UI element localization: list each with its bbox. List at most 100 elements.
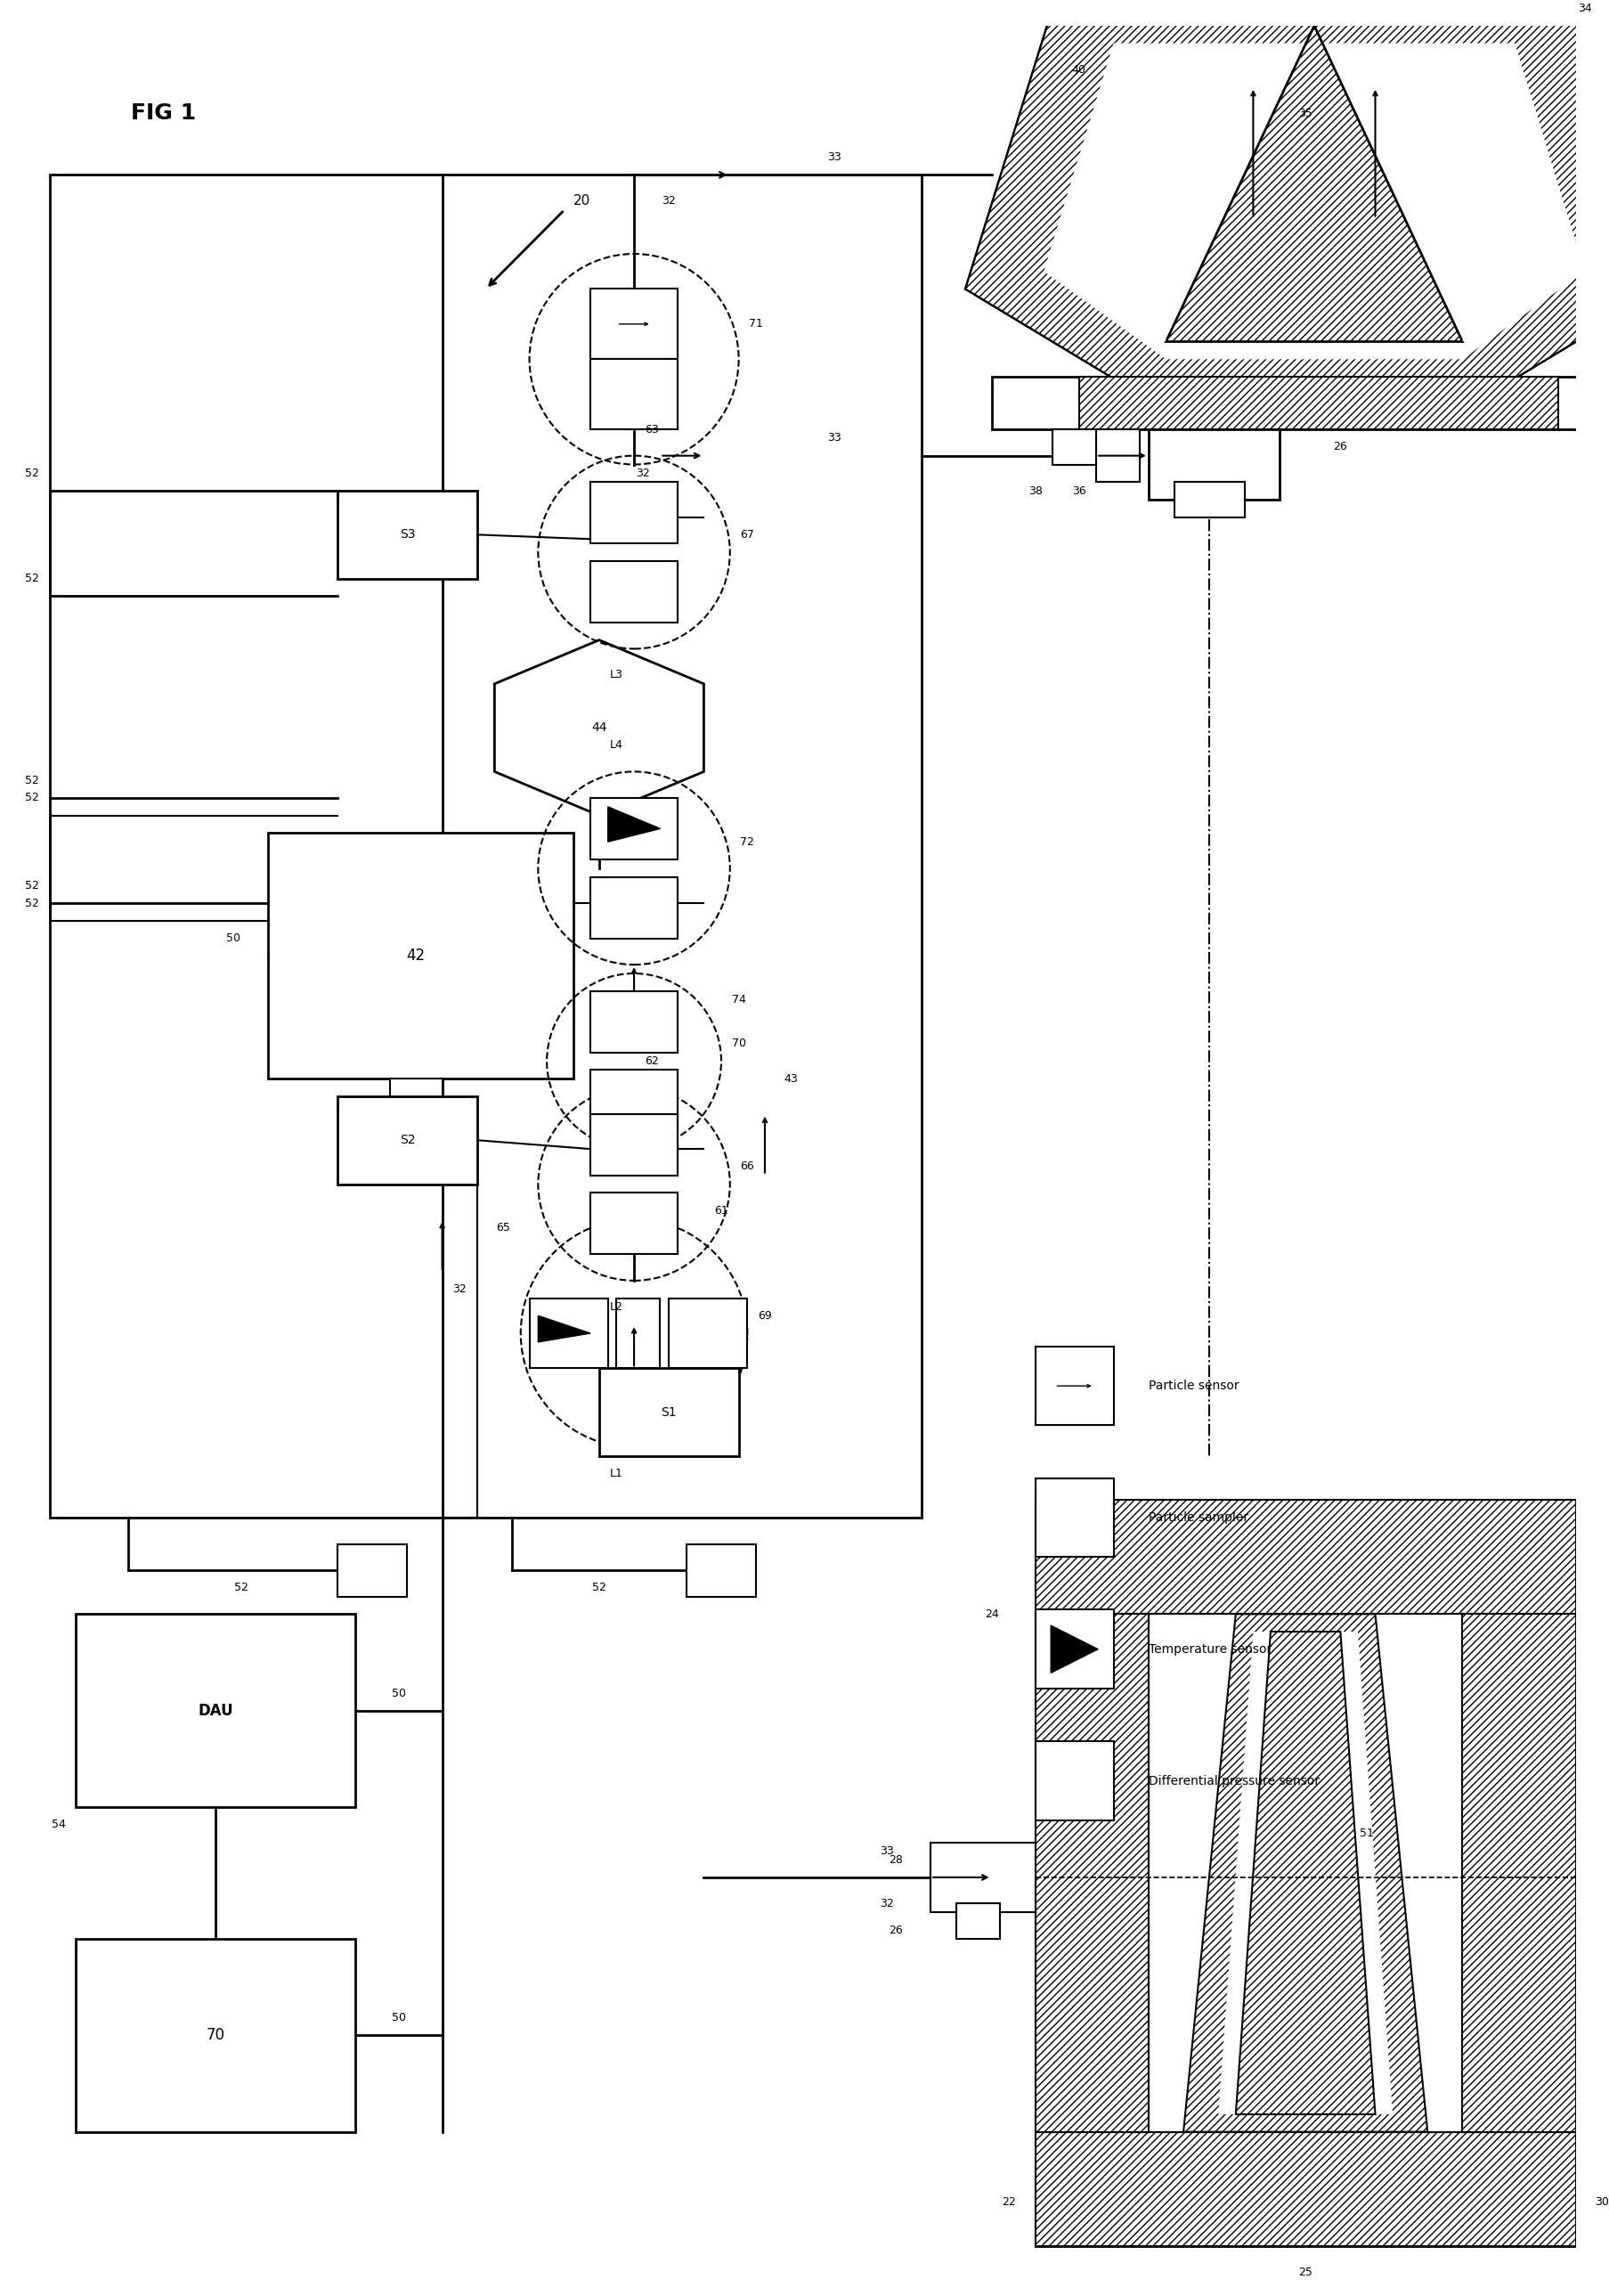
Text: 63: 63 bbox=[644, 422, 658, 436]
Polygon shape bbox=[1461, 44, 1583, 342]
Bar bbox=[1147, 1614, 1461, 2133]
Text: S3: S3 bbox=[399, 528, 415, 542]
Text: 33: 33 bbox=[827, 152, 842, 163]
Text: L3: L3 bbox=[610, 670, 623, 682]
Text: 50: 50 bbox=[391, 1688, 405, 1699]
Text: 52: 52 bbox=[26, 879, 39, 891]
Bar bbox=[591, 482, 677, 544]
Text: 52: 52 bbox=[26, 898, 39, 909]
Text: L2: L2 bbox=[610, 1302, 623, 1313]
Polygon shape bbox=[1043, 44, 1165, 342]
Bar bbox=[1035, 1609, 1113, 1688]
Text: 33: 33 bbox=[827, 432, 842, 443]
Text: 50: 50 bbox=[225, 932, 240, 944]
Bar bbox=[616, 1297, 660, 1368]
Text: 61: 61 bbox=[714, 1205, 727, 1217]
Text: 52: 52 bbox=[26, 572, 39, 585]
Bar bbox=[1035, 1740, 1113, 1821]
Text: 52: 52 bbox=[26, 468, 39, 480]
Text: L1: L1 bbox=[610, 1467, 623, 1479]
Bar bbox=[338, 1543, 407, 1596]
Text: 52: 52 bbox=[26, 792, 39, 804]
Text: 62: 62 bbox=[644, 1056, 658, 1068]
Text: 52: 52 bbox=[235, 1582, 248, 1593]
Polygon shape bbox=[494, 641, 703, 815]
Text: FIG 1: FIG 1 bbox=[130, 103, 196, 124]
Text: 71: 71 bbox=[748, 319, 763, 331]
Bar bbox=[529, 1297, 608, 1368]
Text: 28: 28 bbox=[888, 1853, 903, 1867]
Bar bbox=[1035, 1499, 1575, 1614]
Bar bbox=[991, 377, 1609, 429]
Text: 66: 66 bbox=[740, 1162, 755, 1173]
Text: 32: 32 bbox=[452, 1283, 467, 1295]
Bar bbox=[1078, 377, 1558, 429]
Text: 50: 50 bbox=[391, 2011, 405, 2023]
Text: 38: 38 bbox=[1028, 484, 1041, 496]
Polygon shape bbox=[537, 1316, 591, 1343]
Polygon shape bbox=[608, 806, 660, 843]
Bar bbox=[591, 1114, 677, 1176]
Bar bbox=[1147, 429, 1279, 501]
Text: 42: 42 bbox=[407, 948, 425, 964]
Text: Differential pressure sensor: Differential pressure sensor bbox=[1147, 1775, 1319, 1786]
Polygon shape bbox=[1218, 1632, 1392, 2115]
Bar bbox=[591, 560, 677, 622]
Text: Temperature sensor: Temperature sensor bbox=[1147, 1644, 1271, 1655]
Polygon shape bbox=[1183, 1614, 1427, 2133]
Text: L4: L4 bbox=[610, 739, 623, 751]
Bar bbox=[76, 1938, 356, 2133]
Text: 20: 20 bbox=[573, 195, 591, 209]
Text: 74: 74 bbox=[730, 994, 745, 1006]
Text: 72: 72 bbox=[740, 836, 755, 847]
Text: S2: S2 bbox=[399, 1134, 415, 1146]
Bar bbox=[599, 1368, 739, 1456]
Text: 52: 52 bbox=[26, 774, 39, 785]
Text: 67: 67 bbox=[740, 528, 755, 540]
Text: 32: 32 bbox=[880, 1899, 893, 1910]
Text: Particle sampler: Particle sampler bbox=[1147, 1511, 1247, 1525]
Text: 40: 40 bbox=[1072, 64, 1084, 76]
Bar bbox=[1052, 429, 1096, 464]
Polygon shape bbox=[1236, 1632, 1374, 2115]
Polygon shape bbox=[1165, 25, 1461, 342]
Bar bbox=[956, 1903, 999, 1938]
Text: 26: 26 bbox=[888, 1924, 903, 1936]
Text: 32: 32 bbox=[661, 195, 676, 207]
Polygon shape bbox=[1051, 1626, 1097, 1674]
Text: 70: 70 bbox=[206, 2027, 225, 2043]
Text: 22: 22 bbox=[1001, 2197, 1015, 2209]
Bar bbox=[1035, 1614, 1147, 2133]
Bar bbox=[1096, 429, 1139, 482]
Text: 30: 30 bbox=[1595, 2197, 1607, 2209]
Bar bbox=[76, 1614, 356, 1807]
Text: 25: 25 bbox=[1298, 2266, 1311, 2278]
Text: DAU: DAU bbox=[198, 1704, 233, 1720]
Bar bbox=[1035, 1345, 1113, 1426]
Text: 36: 36 bbox=[1072, 484, 1084, 496]
Bar bbox=[338, 1095, 476, 1185]
Bar bbox=[591, 1194, 677, 1254]
Bar bbox=[1035, 1499, 1575, 2245]
Text: 24: 24 bbox=[985, 1607, 998, 1621]
Bar bbox=[338, 491, 476, 579]
Bar bbox=[591, 877, 677, 939]
Bar bbox=[1175, 482, 1244, 517]
Bar bbox=[50, 174, 922, 1518]
Bar bbox=[669, 1297, 747, 1368]
Bar bbox=[591, 1070, 677, 1132]
Text: 65: 65 bbox=[496, 1221, 510, 1233]
Bar bbox=[1035, 1479, 1113, 1557]
Bar bbox=[1461, 1614, 1575, 2133]
Polygon shape bbox=[1043, 44, 1583, 358]
Text: 44: 44 bbox=[591, 721, 607, 735]
Text: 43: 43 bbox=[784, 1072, 798, 1084]
Bar bbox=[930, 1841, 1035, 1913]
Text: 52: 52 bbox=[592, 1582, 607, 1593]
Bar bbox=[1035, 2133, 1575, 2245]
Bar bbox=[591, 289, 677, 358]
Text: 26: 26 bbox=[1332, 441, 1347, 452]
Bar bbox=[591, 799, 677, 859]
Bar bbox=[389, 1079, 442, 1132]
Text: 70: 70 bbox=[730, 1038, 745, 1049]
